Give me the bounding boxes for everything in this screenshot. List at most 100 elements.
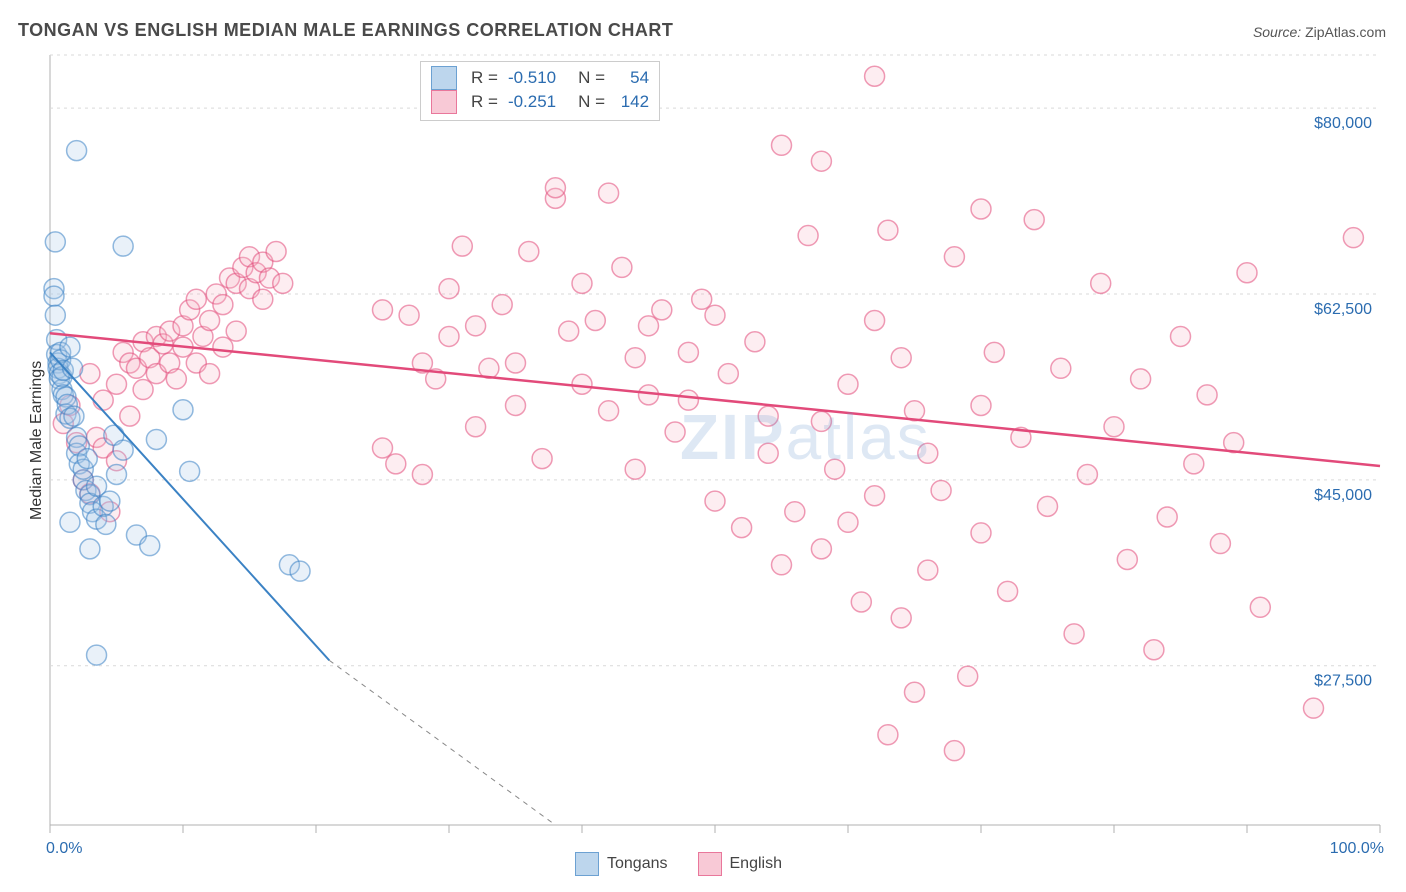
y-tick-label: $80,000 — [1314, 115, 1372, 132]
data-point — [905, 682, 925, 702]
data-point — [772, 555, 792, 575]
legend-swatch — [698, 852, 722, 876]
data-point — [1184, 454, 1204, 474]
data-point — [186, 289, 206, 309]
data-point — [1210, 534, 1230, 554]
data-point — [705, 305, 725, 325]
data-point — [878, 725, 898, 745]
y-tick-label: $27,500 — [1314, 673, 1372, 690]
data-point — [80, 539, 100, 559]
data-point — [944, 741, 964, 761]
data-point — [200, 364, 220, 384]
y-tick-label: $45,000 — [1314, 487, 1372, 504]
data-point — [133, 380, 153, 400]
data-point — [585, 311, 605, 331]
data-point — [838, 512, 858, 532]
data-point — [891, 608, 911, 628]
data-point — [971, 523, 991, 543]
data-point — [120, 406, 140, 426]
y-axis-label: Median Male Earnings — [28, 361, 46, 520]
scatter-plot: $27,500 $45,000 $62,500 $80,000 0.0% 100.0% — [0, 0, 1406, 892]
data-point — [865, 66, 885, 86]
data-point — [266, 241, 286, 261]
data-point — [599, 183, 619, 203]
data-point — [811, 539, 831, 559]
data-point — [200, 311, 220, 331]
data-point — [113, 440, 133, 460]
data-point — [506, 353, 526, 373]
data-point — [758, 443, 778, 463]
data-point — [891, 348, 911, 368]
data-point — [373, 300, 393, 320]
data-point — [1024, 210, 1044, 230]
data-point — [253, 289, 273, 309]
stat-r-label: R = — [471, 90, 498, 114]
data-point — [625, 459, 645, 479]
x-tick-label: 100.0% — [1330, 840, 1384, 857]
data-point — [678, 390, 698, 410]
data-point — [838, 374, 858, 394]
data-point — [466, 417, 486, 437]
data-point — [625, 348, 645, 368]
data-point — [100, 491, 120, 511]
data-point — [705, 491, 725, 511]
data-point — [439, 326, 459, 346]
data-point — [918, 560, 938, 580]
stat-r-value: -0.510 — [508, 66, 556, 90]
data-point — [64, 406, 84, 426]
data-point — [166, 369, 186, 389]
data-point — [798, 226, 818, 246]
data-point — [772, 135, 792, 155]
x-tick-label: 0.0% — [46, 840, 82, 857]
data-point — [545, 178, 565, 198]
stat-n-label: N = — [578, 90, 605, 114]
correlation-stats-box: R =-0.510N =54R =-0.251N =142 — [420, 61, 660, 121]
data-point — [412, 465, 432, 485]
data-point — [1117, 549, 1137, 569]
data-point — [572, 273, 592, 293]
data-point — [758, 406, 778, 426]
data-point — [146, 429, 166, 449]
data-point — [452, 236, 472, 256]
stat-n-value: 142 — [615, 90, 649, 114]
data-point — [971, 395, 991, 415]
data-point — [290, 561, 310, 581]
data-point — [1304, 698, 1324, 718]
data-point — [67, 141, 87, 161]
data-point — [373, 438, 393, 458]
data-point — [878, 220, 898, 240]
data-point — [559, 321, 579, 341]
data-point — [692, 289, 712, 309]
data-point — [273, 273, 293, 293]
data-point — [45, 232, 65, 252]
data-point — [1091, 273, 1111, 293]
data-point — [399, 305, 419, 325]
data-point — [811, 151, 831, 171]
data-point — [173, 400, 193, 420]
y-tick-label: $62,500 — [1314, 301, 1372, 318]
data-point — [1197, 385, 1217, 405]
data-point — [60, 512, 80, 532]
data-point — [1051, 358, 1071, 378]
data-point — [213, 337, 233, 357]
trend-line — [50, 333, 1380, 466]
data-point — [1131, 369, 1151, 389]
data-point — [1038, 496, 1058, 516]
data-point — [865, 311, 885, 331]
data-point — [1104, 417, 1124, 437]
data-point — [226, 321, 246, 341]
data-point — [466, 316, 486, 336]
stats-swatch — [431, 66, 457, 90]
data-point — [958, 666, 978, 686]
data-point — [811, 411, 831, 431]
legend-swatch — [575, 852, 599, 876]
stats-row: R =-0.510N =54 — [431, 66, 649, 90]
legend: TongansEnglish — [575, 852, 782, 876]
data-point — [87, 645, 107, 665]
data-point — [572, 374, 592, 394]
trend-line-extrapolated — [329, 660, 555, 825]
stat-n-value: 54 — [615, 66, 649, 90]
data-point — [44, 286, 64, 306]
data-point — [851, 592, 871, 612]
data-point — [492, 295, 512, 315]
